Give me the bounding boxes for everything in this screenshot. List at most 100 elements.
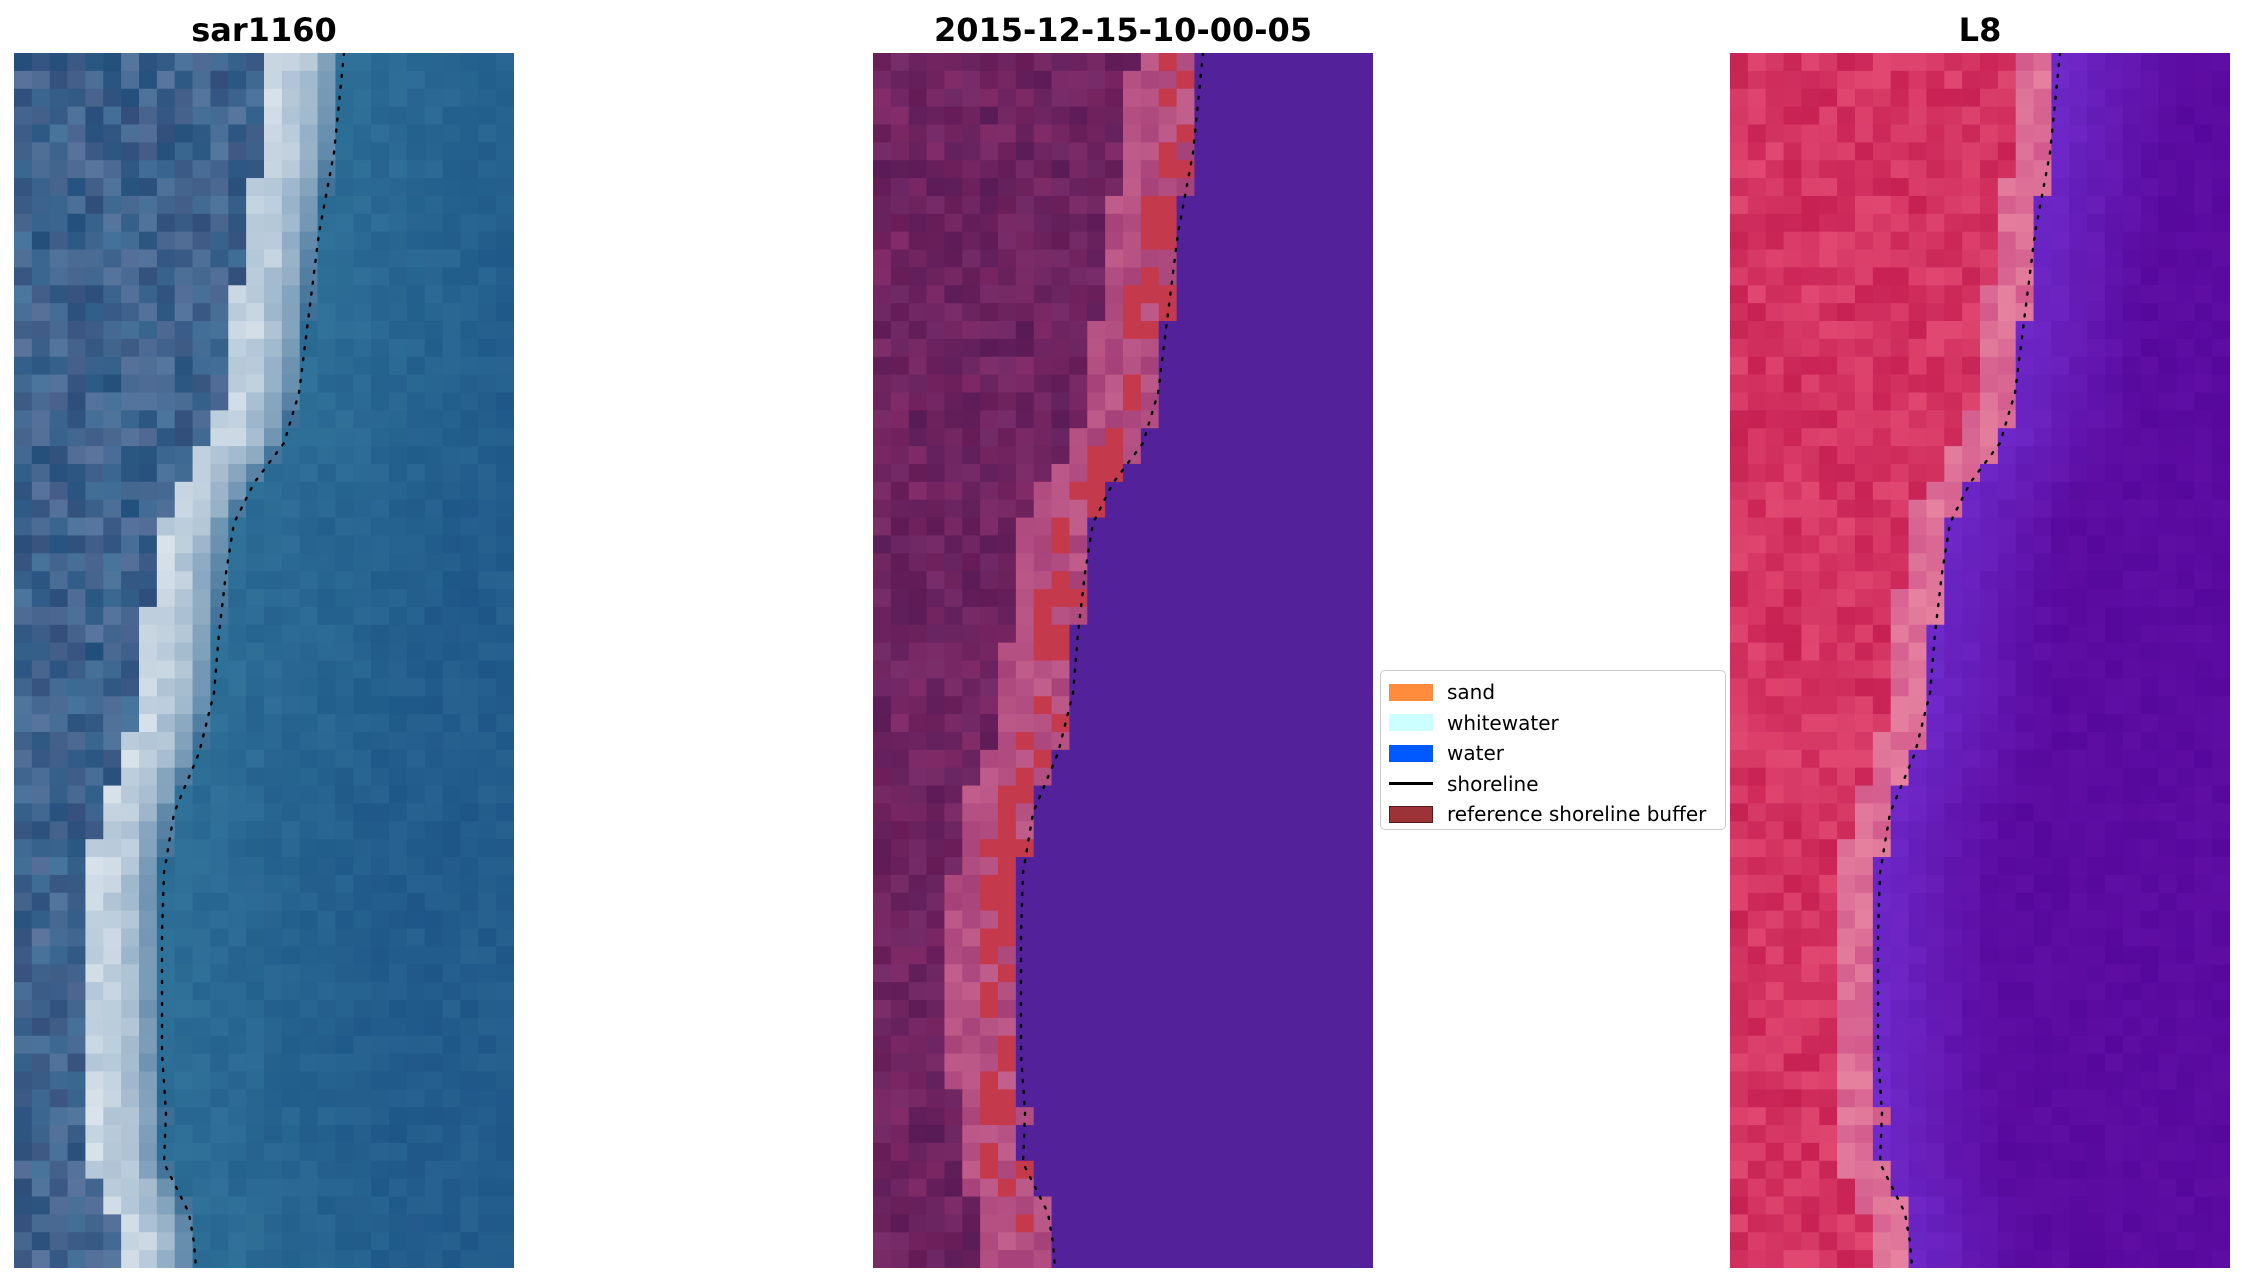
image-pixel — [264, 285, 283, 304]
image-pixel — [2069, 678, 2088, 697]
image-pixel — [442, 106, 462, 126]
image-pixel — [2140, 392, 2160, 411]
image-pixel — [1962, 696, 1981, 715]
image-pixel — [1230, 874, 1249, 894]
image-pixel — [496, 446, 514, 465]
image-pixel — [1105, 839, 1124, 858]
image-pixel — [1265, 124, 1285, 143]
image-pixel — [67, 999, 87, 1019]
image-pixel — [67, 499, 87, 519]
image-pixel — [1087, 678, 1106, 697]
image-pixel — [1783, 88, 1803, 108]
image-pixel — [264, 1125, 283, 1144]
image-pixel — [2122, 106, 2142, 126]
image-pixel — [1319, 642, 1338, 662]
image-pixel — [389, 1214, 408, 1233]
image-pixel — [1105, 874, 1124, 894]
image-pixel — [389, 195, 408, 215]
image-pixel — [1069, 982, 1088, 1001]
image-pixel — [49, 53, 69, 72]
image-pixel — [1944, 195, 1963, 215]
image-pixel — [49, 285, 69, 304]
image-pixel — [1140, 1250, 1160, 1268]
image-pixel — [1212, 731, 1231, 751]
image-pixel — [371, 267, 390, 286]
image-pixel — [998, 356, 1017, 376]
image-pixel — [1265, 660, 1285, 679]
image-pixel — [908, 767, 928, 787]
image-pixel — [1015, 731, 1035, 751]
image-pixel — [1248, 749, 1267, 769]
image-pixel — [2033, 428, 2053, 447]
image-pixel — [1087, 731, 1106, 751]
image-pixel — [246, 1125, 265, 1144]
image-pixel — [281, 374, 301, 394]
image-pixel — [1194, 1017, 1213, 1037]
image-pixel — [246, 892, 265, 912]
image-pixel — [1337, 1214, 1356, 1233]
image-pixel — [1980, 553, 1999, 572]
image-pixel — [174, 803, 194, 822]
image-pixel — [890, 195, 910, 215]
image-pixel — [246, 857, 265, 876]
image-pixel — [1962, 463, 1981, 483]
image-pixel — [1248, 857, 1267, 876]
image-pixel — [2158, 231, 2178, 251]
image-pixel — [926, 982, 946, 1001]
image-pixel — [1997, 606, 2017, 626]
image-pixel — [1033, 1160, 1053, 1180]
image-pixel — [1765, 481, 1785, 501]
image-pixel — [49, 106, 69, 126]
image-pixel — [31, 1071, 51, 1090]
image-pixel — [1855, 124, 1874, 143]
image-pixel — [335, 124, 354, 143]
image-pixel — [1140, 303, 1160, 322]
image-pixel — [49, 195, 69, 215]
image-pixel — [1123, 463, 1142, 483]
image-pixel — [1176, 392, 1196, 411]
image-pixel — [2069, 88, 2088, 108]
image-pixel — [264, 589, 283, 608]
image-pixel — [1212, 1232, 1231, 1251]
image-pixel — [1265, 714, 1285, 733]
image-pixel — [246, 1214, 265, 1233]
image-pixel — [228, 321, 247, 340]
image-pixel — [406, 53, 426, 72]
image-pixel — [998, 213, 1017, 233]
image-pixel — [1212, 624, 1231, 644]
image-pixel — [424, 714, 444, 733]
image-pixel — [335, 964, 354, 983]
image-pixel — [1105, 1125, 1124, 1144]
image-pixel — [1105, 767, 1124, 787]
image-pixel — [1265, 285, 1285, 304]
image-pixel — [2176, 731, 2195, 751]
image-pixel — [85, 1250, 104, 1268]
image-pixel — [1319, 1053, 1338, 1073]
image-pixel — [406, 767, 426, 787]
image-pixel — [174, 303, 194, 322]
image-pixel — [1051, 1232, 1071, 1251]
image-pixel — [1069, 964, 1088, 983]
image-pixel — [353, 428, 372, 447]
image-pixel — [1176, 535, 1196, 554]
image-pixel — [1105, 821, 1124, 840]
image-pixel — [2194, 106, 2213, 126]
image-pixel — [1962, 714, 1981, 733]
image-pixel — [406, 374, 426, 394]
image-pixel — [460, 982, 479, 1001]
image-pixel — [1944, 285, 1963, 304]
image-pixel — [281, 195, 301, 215]
image-pixel — [1980, 714, 1999, 733]
image-pixel — [1337, 338, 1356, 358]
image-pixel — [908, 535, 928, 554]
image-pixel — [1730, 731, 1749, 751]
image-pixel — [174, 999, 194, 1019]
image-pixel — [139, 321, 158, 340]
image-pixel — [1319, 160, 1338, 179]
image-pixel — [2105, 660, 2124, 679]
image-pixel — [174, 535, 194, 554]
image-pixel — [335, 1053, 354, 1073]
image-pixel — [121, 553, 140, 572]
image-pixel — [460, 606, 479, 626]
image-pixel — [424, 1125, 444, 1144]
